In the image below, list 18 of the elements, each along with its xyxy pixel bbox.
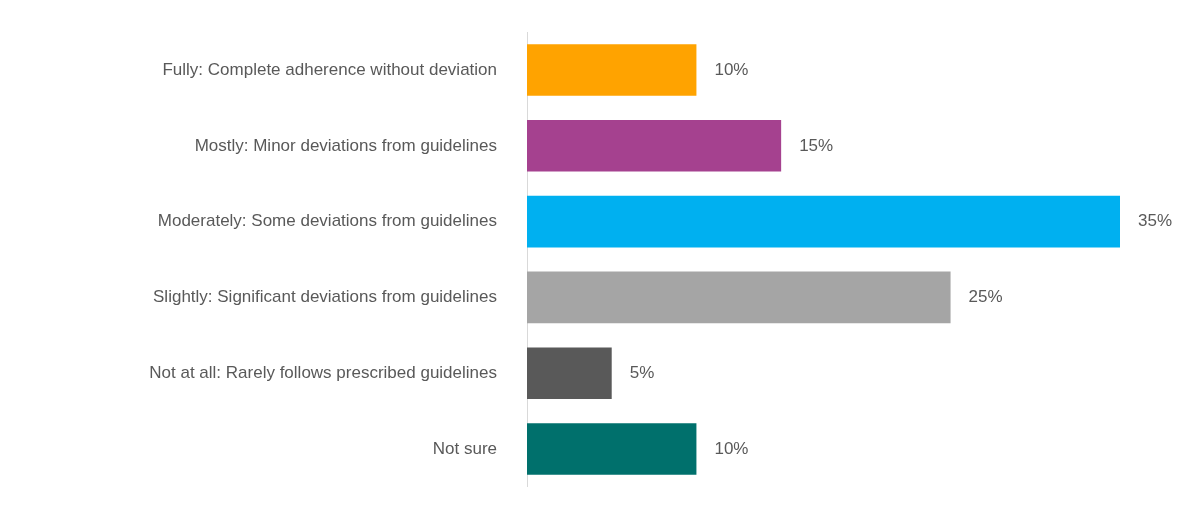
- bar: [527, 120, 782, 172]
- y-tick-label: Moderately: Some deviations from guidelines: [157, 211, 497, 231]
- data-label: 5%: [629, 362, 655, 382]
- bar: [527, 271, 951, 324]
- y-tick-label: Mostly: Minor deviations from guidelines: [194, 135, 497, 155]
- data-label: 35%: [1138, 211, 1173, 231]
- y-tick-label: Slightly: Significant deviations from guidelines: [153, 287, 497, 307]
- bar: [527, 423, 697, 475]
- data-label: 10%: [714, 438, 749, 458]
- y-tick-label: Not sure: [432, 438, 497, 458]
- data-label: 15%: [799, 135, 834, 155]
- y-tick-label: Not at all: Rarely follows prescribed guidelines: [149, 362, 497, 382]
- data-label: 10%: [714, 59, 749, 79]
- data-label: 25%: [968, 287, 1003, 307]
- y-tick-label: Fully: Complete adherence without deviation: [162, 59, 497, 79]
- bar: [527, 347, 612, 399]
- bar: [527, 44, 697, 96]
- bar: [527, 195, 1120, 248]
